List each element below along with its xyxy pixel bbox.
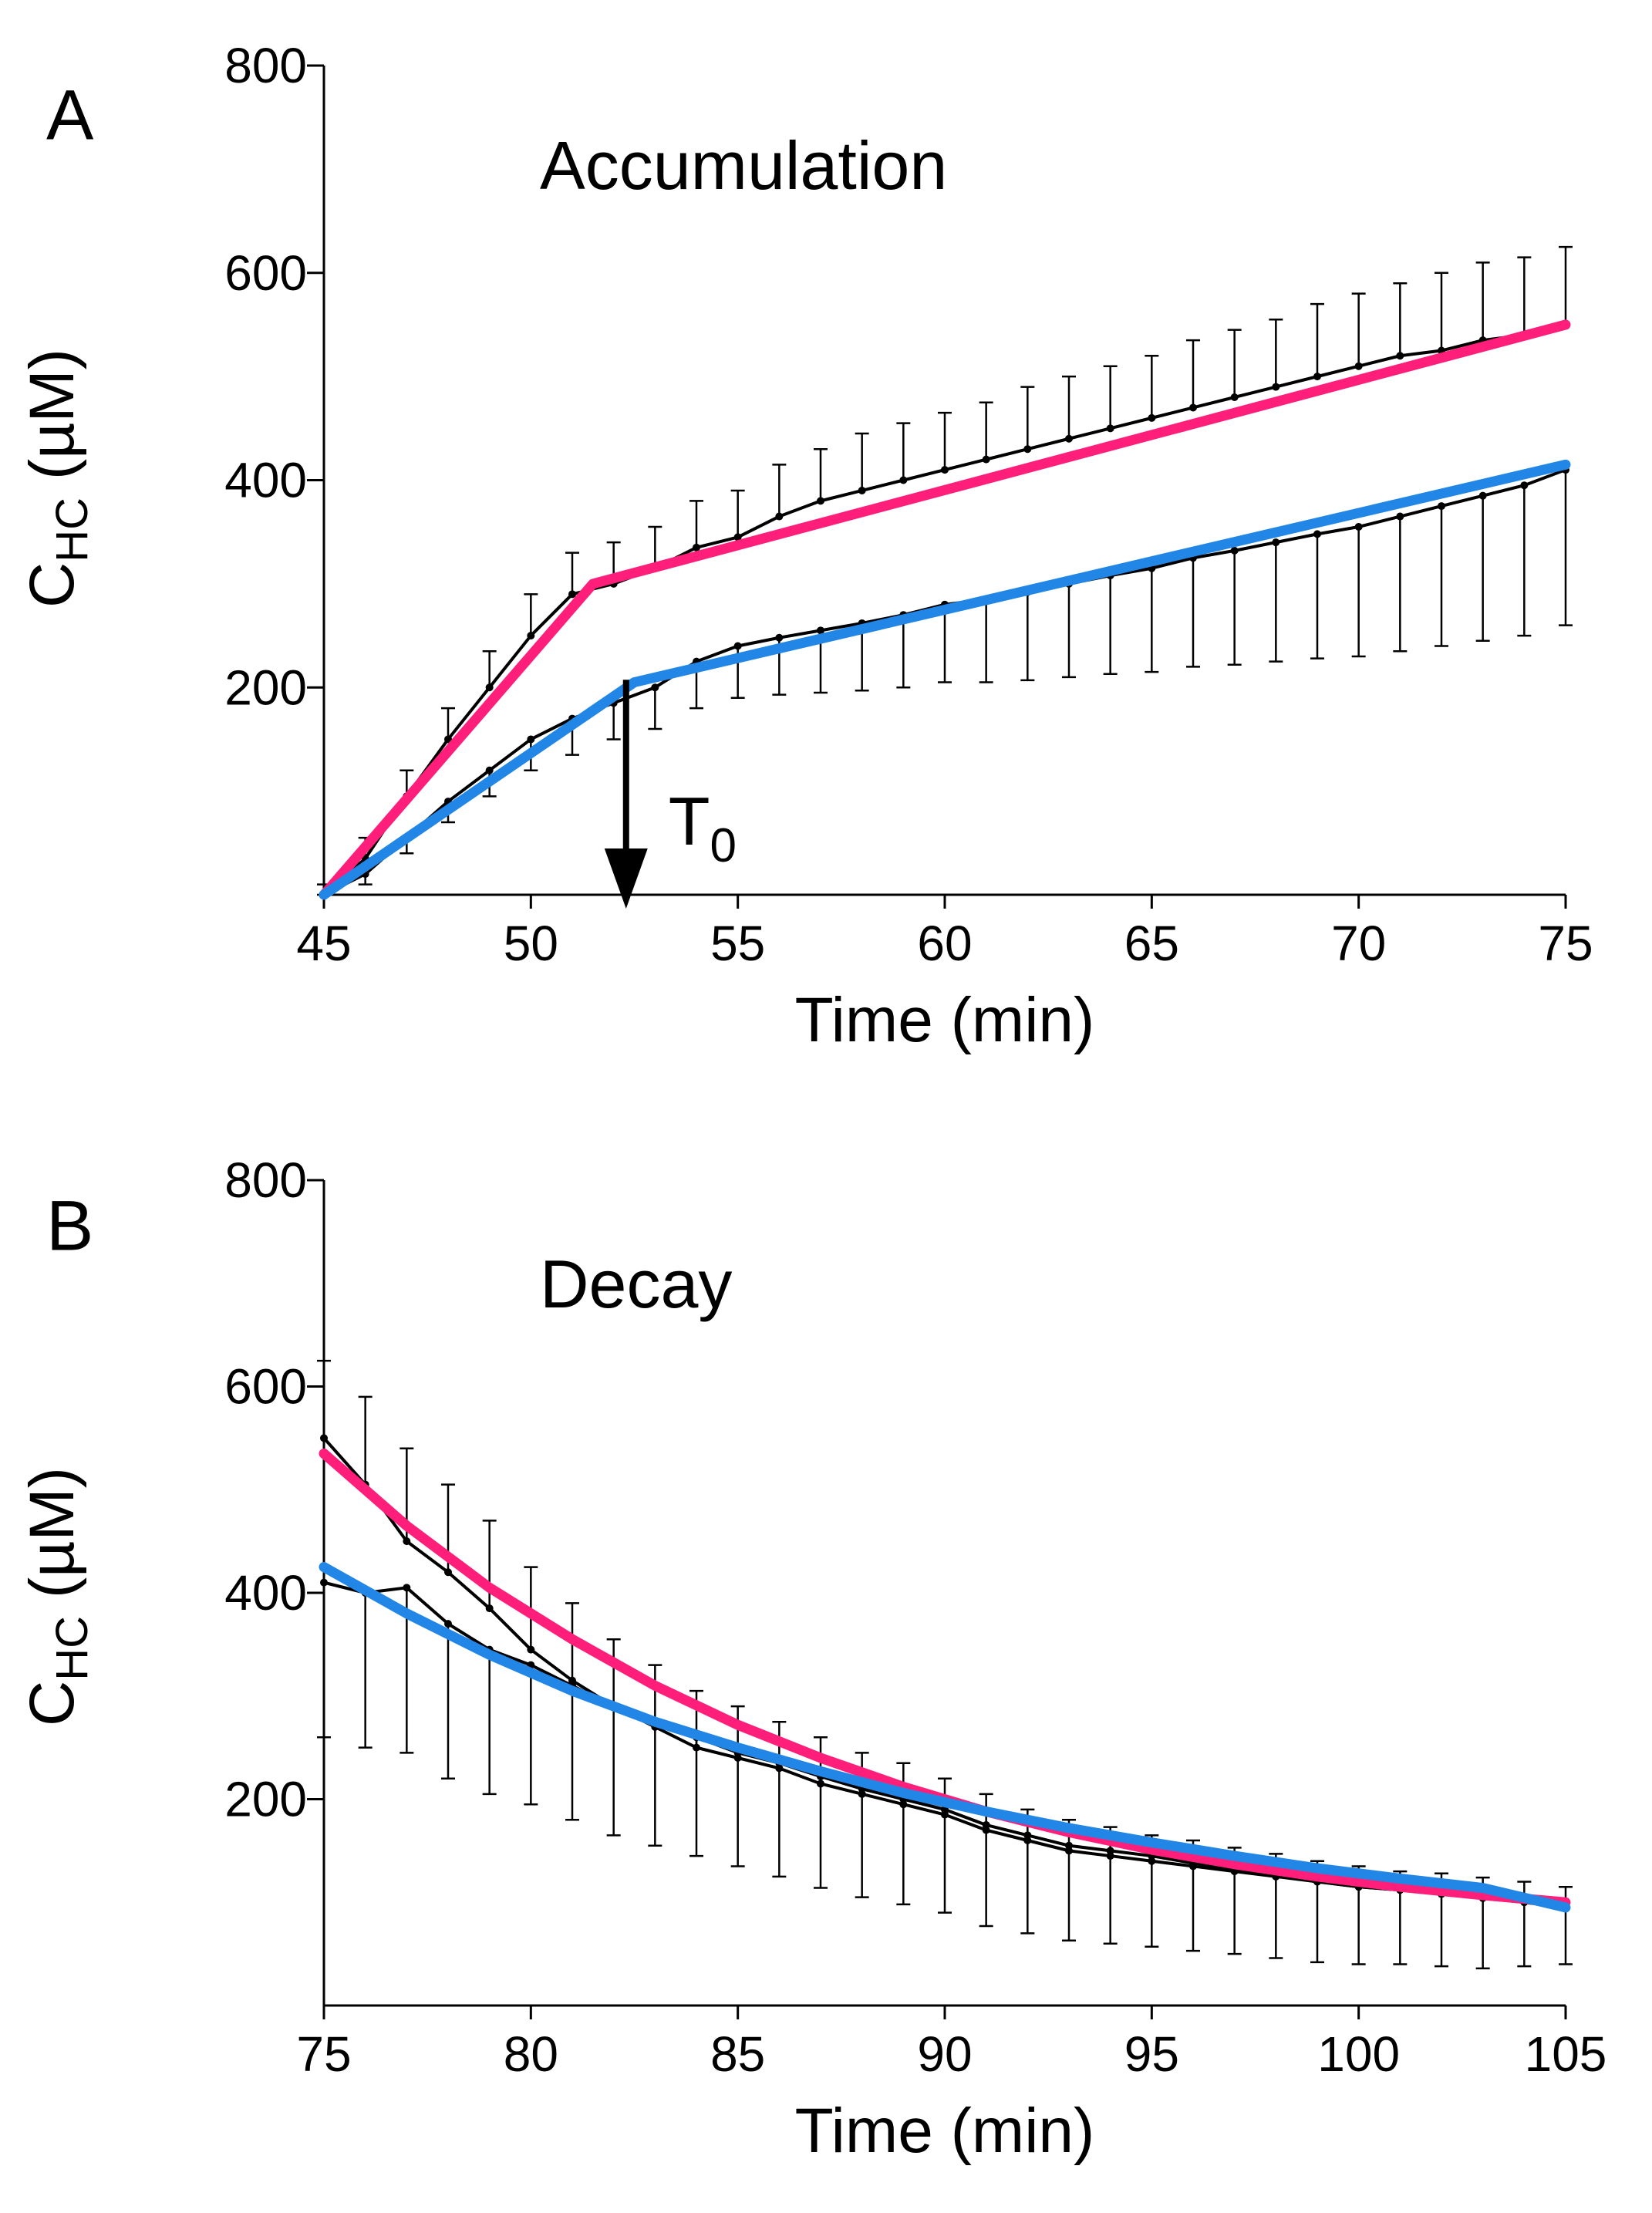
data-point — [1023, 1831, 1032, 1840]
x-axis-label: Time (min) — [795, 985, 1095, 1055]
data-point — [568, 590, 576, 599]
data-point — [444, 1568, 452, 1577]
x-tick-label: 55 — [710, 916, 765, 971]
data-point — [1106, 1847, 1114, 1855]
data-point — [1520, 481, 1529, 490]
data-point — [733, 642, 742, 650]
x-tick-label: 60 — [917, 916, 972, 971]
y-tick-label: 800 — [224, 38, 307, 93]
data-point — [775, 512, 784, 521]
x-tick-label: 75 — [1538, 916, 1593, 971]
data-point — [403, 1584, 411, 1592]
panel-a: A 200 400 600 800 45 50 55 60 65 70 75 Time (min) CHC… — [17, 38, 1593, 1055]
data-point — [1230, 546, 1239, 555]
x-tick-label: 65 — [1124, 916, 1179, 971]
t0-arrow: T0 — [604, 680, 737, 909]
data-point — [485, 766, 494, 774]
data-point — [693, 543, 700, 552]
data-point — [1313, 530, 1321, 538]
fit-line — [319, 319, 1571, 900]
panel-letter: A — [46, 76, 94, 155]
data-point — [1148, 413, 1156, 422]
data-point — [1478, 491, 1487, 500]
t0-label: T0 — [669, 783, 737, 872]
data-point — [320, 1434, 328, 1442]
data-point — [1354, 522, 1363, 531]
series-0 — [317, 245, 1573, 899]
y-axis-label: CHC (µM) — [17, 1467, 97, 1726]
data-point — [899, 476, 908, 484]
data-point — [1106, 424, 1114, 433]
x-tick-label: 85 — [710, 2026, 765, 2082]
data-point — [817, 497, 824, 505]
data-point — [403, 1537, 411, 1546]
data-point — [485, 1604, 494, 1613]
data-point — [527, 632, 535, 640]
panel-annotation: Decay — [540, 1246, 732, 1322]
data-point — [982, 455, 990, 464]
x-tick-label: 80 — [504, 2026, 558, 2082]
data-point — [1065, 1841, 1073, 1850]
data-point — [1354, 362, 1363, 370]
data-point — [1396, 352, 1404, 360]
y-tick-label: 200 — [224, 1772, 307, 1827]
y-tick-label: 600 — [224, 1359, 307, 1415]
data-point — [1272, 383, 1280, 391]
series-3 — [319, 1562, 1571, 1913]
x-tick-label: 90 — [917, 2026, 972, 2082]
data-point — [982, 1820, 990, 1829]
data-point — [1065, 434, 1073, 443]
data-point — [485, 683, 494, 692]
data-point — [941, 466, 949, 474]
y-axis-label: CHC (µM) — [17, 349, 97, 608]
y-tick-label: 200 — [224, 660, 307, 715]
data-point — [1189, 403, 1197, 412]
panel-b: B 200 400 600 800 75 80 85 90 95 100 105 Time (min) C… — [17, 1152, 1606, 2166]
data-point — [444, 1620, 452, 1628]
series-1 — [317, 466, 1573, 899]
data-point — [527, 1645, 535, 1654]
data-point — [651, 683, 659, 692]
arrow-head — [604, 848, 648, 909]
y-tick-label: 600 — [224, 245, 307, 301]
panel-letter: B — [46, 1187, 93, 1266]
data-point — [320, 1578, 328, 1587]
x-tick-label: 75 — [296, 2026, 351, 2082]
data-point — [817, 626, 824, 635]
data-point — [1272, 538, 1280, 547]
series-3 — [319, 459, 1571, 900]
series-1 — [317, 1578, 1573, 1970]
fit-line — [319, 1562, 1571, 1913]
y-tick-label: 800 — [224, 1152, 307, 1208]
y-tick-label: 400 — [224, 1565, 307, 1621]
y-tick-label: 400 — [224, 453, 307, 508]
data-point — [1313, 373, 1321, 381]
series-2 — [319, 319, 1571, 900]
data-point — [1438, 502, 1445, 511]
data-point — [858, 486, 866, 494]
x-tick-label: 70 — [1331, 916, 1386, 971]
data-point — [733, 533, 742, 541]
fit-line — [319, 459, 1571, 900]
x-axis-label: Time (min) — [795, 2096, 1095, 2166]
x-tick-label: 50 — [504, 916, 558, 971]
data-point — [444, 735, 452, 744]
data-point — [1230, 393, 1239, 401]
data-point — [1023, 445, 1032, 454]
x-tick-label: 105 — [1525, 2026, 1607, 2082]
data-point — [527, 735, 535, 744]
x-tick-label: 45 — [296, 916, 351, 971]
panel-annotation: Accumulation — [540, 127, 947, 204]
x-tick-label: 95 — [1124, 2026, 1179, 2082]
x-tick-label: 100 — [1317, 2026, 1400, 2082]
data-point — [1396, 512, 1404, 521]
data-point — [775, 633, 784, 642]
